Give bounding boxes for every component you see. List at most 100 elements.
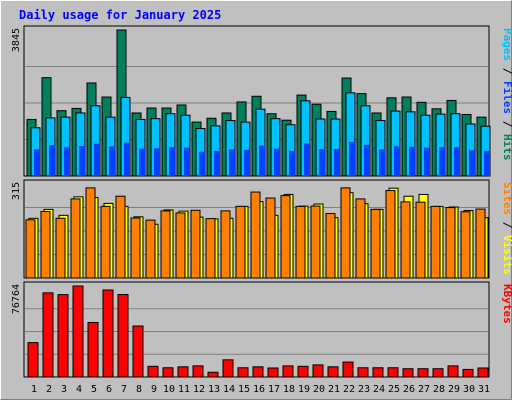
kbytes-bar xyxy=(177,366,189,378)
series-legend-label: Pages / Files / Hits xyxy=(501,28,512,161)
kbytes-bar xyxy=(87,321,99,378)
sites-bar xyxy=(25,219,36,279)
kbytes-bar xyxy=(162,367,174,378)
sites-bar xyxy=(100,205,111,279)
pages-bar xyxy=(244,149,250,176)
pages-bar xyxy=(34,149,40,176)
day-label: 25 xyxy=(388,384,400,395)
pages-bar xyxy=(484,150,490,176)
pages-bar xyxy=(49,145,55,176)
legend-part: / xyxy=(501,114,512,134)
kbytes-bar xyxy=(192,365,204,378)
pages-bar xyxy=(394,146,400,176)
day-label: 15 xyxy=(238,384,250,395)
day-label: 14 xyxy=(223,384,235,395)
kbytes-bar xyxy=(297,365,309,378)
sites-bar xyxy=(430,205,441,279)
kbytes-bar xyxy=(147,365,159,378)
sites-bar xyxy=(250,191,261,279)
chart-title: Daily usage for January 2025 xyxy=(19,8,221,22)
sites-bar xyxy=(460,211,471,279)
sites-bar xyxy=(325,213,336,279)
sites-bar xyxy=(340,187,351,279)
sites-bar xyxy=(70,198,81,279)
pages-bar xyxy=(289,150,295,176)
pages-bar xyxy=(94,143,100,176)
kbytes-bar xyxy=(72,285,84,378)
pages-bar xyxy=(199,151,205,176)
kbytes-bar xyxy=(462,368,474,378)
series-legend-label: Sites / Visits xyxy=(501,182,512,275)
sites-bar xyxy=(55,217,66,279)
sites-bar xyxy=(85,187,96,279)
day-label: 28 xyxy=(433,384,445,395)
kbytes-bar xyxy=(477,367,489,378)
kbytes-bar xyxy=(27,342,39,378)
legend-part: Visits xyxy=(501,235,512,275)
kbytes-bar xyxy=(252,366,264,378)
ymax-label: 315 xyxy=(11,182,22,200)
pages-bar xyxy=(439,147,445,176)
sites-bar xyxy=(295,205,306,279)
day-label: 10 xyxy=(163,384,175,395)
pages-bar xyxy=(214,150,220,176)
legend-part: Pages xyxy=(501,28,512,61)
panels-group: 3845 Pages / Files / Hits 315 Sites / Visit… xyxy=(11,25,512,378)
pages-bar xyxy=(334,149,340,176)
legend-part: KBytes xyxy=(501,284,512,324)
kbytes-bar xyxy=(282,365,294,378)
pages-bar xyxy=(229,149,235,176)
sites-bar xyxy=(160,210,171,279)
pages-bar xyxy=(424,147,430,176)
pages-bar xyxy=(349,141,355,176)
pages-bar xyxy=(259,145,265,176)
sites-bar xyxy=(385,190,396,279)
day-label: 11 xyxy=(178,384,190,395)
sites-bar xyxy=(40,210,51,279)
kbytes-bar xyxy=(357,367,369,378)
sites-bar xyxy=(265,197,276,279)
day-label: 6 xyxy=(106,384,112,395)
kbytes-bar xyxy=(222,359,234,378)
sites-bar xyxy=(115,195,126,279)
legend-part: / xyxy=(501,61,512,81)
kbytes-bar xyxy=(327,366,339,378)
pages-bar xyxy=(139,148,145,176)
day-label: 31 xyxy=(478,384,490,395)
kbytes-bar xyxy=(102,289,114,378)
pages-bar xyxy=(409,146,415,176)
pages-bar xyxy=(154,148,160,176)
pages-bar xyxy=(64,147,70,176)
legend-part: Sites xyxy=(501,182,512,215)
sites-bar xyxy=(400,201,411,279)
day-labels-group: 1 2 3 4 5 6 7 8 9 10 11 12 13 14 15 16 17 18 19 20 21 22 23 24 2… xyxy=(31,384,490,395)
day-label: 9 xyxy=(151,384,157,395)
day-label: 26 xyxy=(403,384,415,395)
hits-panel: 3845 Pages / Files / Hits xyxy=(11,25,512,177)
day-label: 21 xyxy=(328,384,340,395)
sites-bar xyxy=(145,219,156,279)
kbytes-bar xyxy=(117,293,129,378)
ymax-label: 76764 xyxy=(11,284,22,314)
legend-part: / xyxy=(501,215,512,235)
kbytes-bar xyxy=(402,368,414,378)
kbytes-bar xyxy=(372,367,384,378)
day-label: 29 xyxy=(448,384,460,395)
sites-bar xyxy=(235,205,246,279)
pages-bar xyxy=(319,149,325,176)
sites-bar xyxy=(415,201,426,279)
sites-bar xyxy=(220,210,231,279)
sites-bar xyxy=(310,205,321,279)
pages-bar xyxy=(79,146,85,176)
day-label: 27 xyxy=(418,384,430,395)
pages-bar xyxy=(274,148,280,176)
kbytes-panel: 76764 KBytes xyxy=(11,281,512,378)
sites-bar xyxy=(280,195,291,279)
day-label: 30 xyxy=(463,384,475,395)
kbytes-bar xyxy=(207,371,219,378)
kbytes-bar xyxy=(132,325,144,378)
day-label: 5 xyxy=(91,384,97,395)
legend-part: Files xyxy=(501,81,512,114)
kbytes-bar xyxy=(432,368,444,378)
